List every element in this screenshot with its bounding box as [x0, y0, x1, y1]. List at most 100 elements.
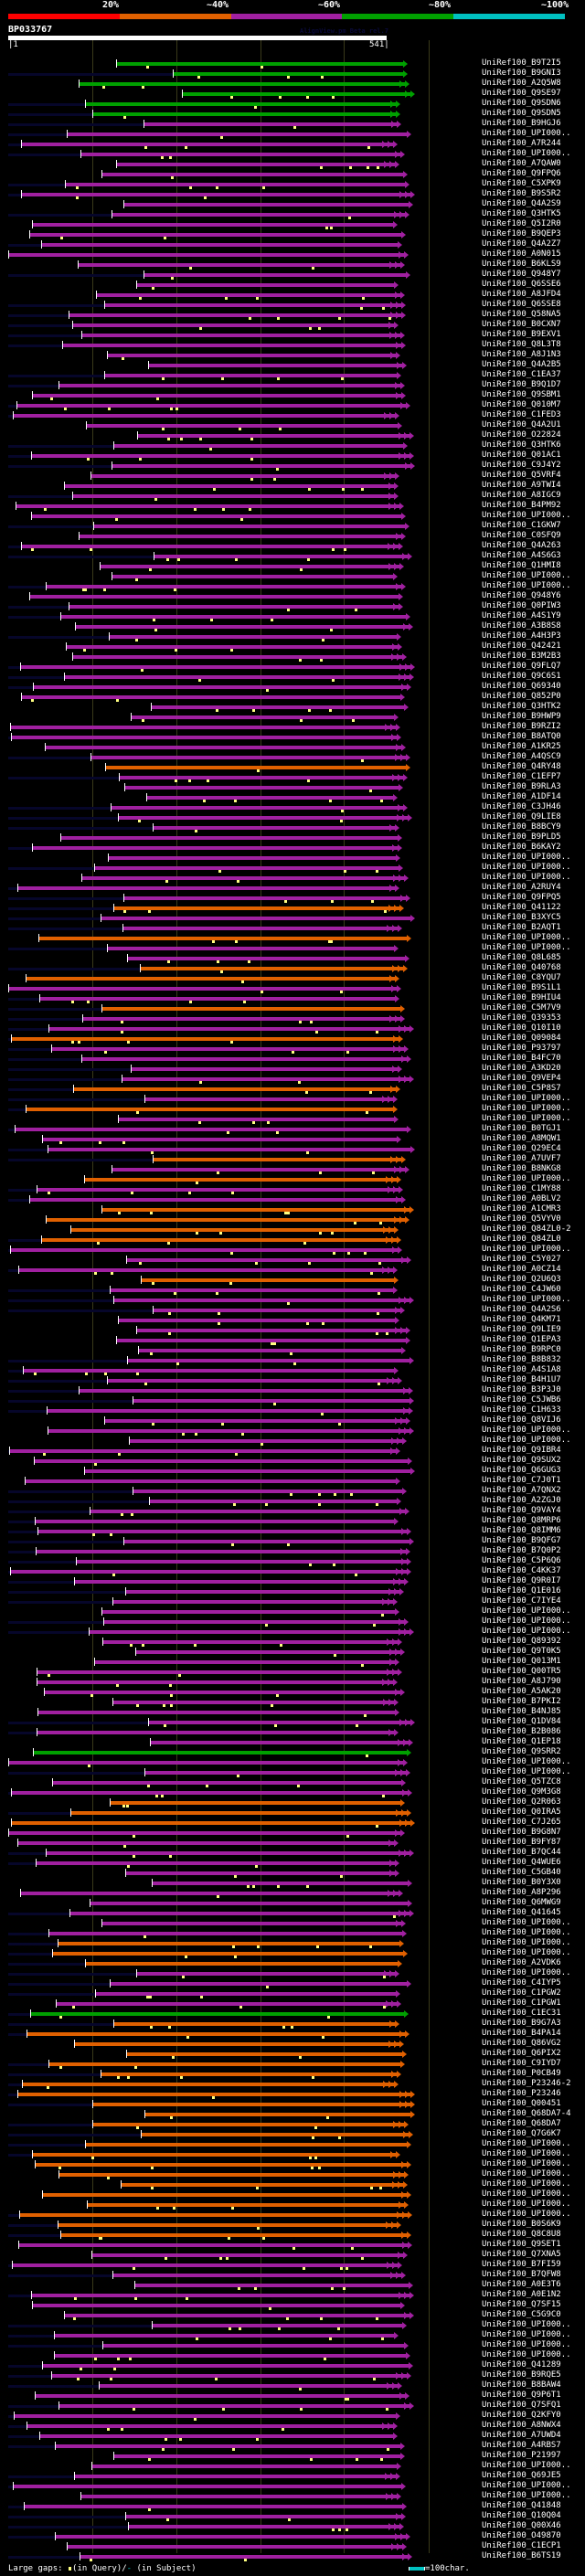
alignment-bar[interactable] — [90, 474, 395, 478]
hit-name-link[interactable]: UniRef100_Q1EPA3 — [482, 1335, 561, 1344]
hit-name-link[interactable]: UniRef100_UPI000.. — [482, 2491, 571, 2500]
hit-name-link[interactable]: UniRef100_UPI000.. — [482, 1757, 571, 1766]
alignment-bar[interactable] — [69, 1912, 410, 1915]
hit-row[interactable]: UniRef100_UPI000.. — [0, 1968, 585, 1979]
hit-name-link[interactable]: UniRef100_Q6PIX2 — [482, 2049, 561, 2058]
alignment-bar[interactable] — [123, 203, 409, 207]
hit-name-link[interactable]: UniRef100_Q5I2R0 — [482, 219, 561, 228]
alignment-bar[interactable] — [85, 1962, 398, 1966]
hit-row[interactable]: UniRef100_UPI000.. — [0, 1627, 585, 1638]
alignment-bar[interactable] — [13, 414, 395, 418]
hit-row[interactable]: UniRef100_UPI000.. — [0, 1928, 585, 1939]
alignment-bar[interactable] — [72, 323, 394, 327]
hit-row[interactable]: UniRef100_Q1EPA3 — [0, 1335, 585, 1346]
hit-name-link[interactable]: UniRef100_B9RLA3 — [482, 782, 561, 791]
hit-name-link[interactable]: UniRef100_A1DF14 — [482, 792, 561, 801]
hit-name-link[interactable]: UniRef100_UPI000.. — [482, 2350, 571, 2359]
hit-name-link[interactable]: UniRef100_Q3HTK2 — [482, 702, 561, 711]
hit-name-link[interactable]: UniRef100_Q1EP18 — [482, 1737, 561, 1746]
hit-name-link[interactable]: UniRef100_UPI000.. — [482, 1295, 571, 1304]
alignment-bar[interactable] — [107, 947, 394, 950]
hit-name-link[interactable]: UniRef100_Q4A2U1 — [482, 420, 561, 429]
hit-name-link[interactable]: UniRef100_UPI000.. — [482, 1948, 571, 1957]
hit-name-link[interactable]: UniRef100_A3B8S8 — [482, 621, 561, 631]
alignment-bar[interactable] — [69, 313, 401, 317]
hit-name-link[interactable]: UniRef100_A2VDK6 — [482, 1958, 561, 1967]
hit-row[interactable]: UniRef100_Q4KM71 — [0, 1315, 585, 1326]
hit-name-link[interactable]: UniRef100_Q9SDN5 — [482, 109, 561, 118]
alignment-bar[interactable] — [125, 1590, 399, 1594]
hit-row[interactable]: UniRef100_B8B832 — [0, 1355, 585, 1366]
hit-name-link[interactable]: UniRef100_Q41289 — [482, 2360, 561, 2369]
hit-row[interactable]: UniRef100_UPI000.. — [0, 943, 585, 954]
alignment-bar[interactable] — [104, 1419, 406, 1423]
hit-row[interactable]: UniRef100_Q8IMM6 — [0, 1526, 585, 1537]
alignment-bar[interactable] — [24, 2505, 402, 2508]
alignment-bar[interactable] — [118, 816, 408, 820]
hit-row[interactable]: UniRef100_B4NJ85 — [0, 1707, 585, 1718]
hit-row[interactable]: UniRef100_C4IYP5 — [0, 1978, 585, 1989]
hit-row[interactable]: UniRef100_A3B8S8 — [0, 621, 585, 632]
hit-row[interactable]: UniRef100_UPI000.. — [0, 1606, 585, 1617]
hit-row[interactable]: UniRef100_UPI000.. — [0, 2350, 585, 2361]
hit-row[interactable]: UniRef100_Q4A2S6 — [0, 1305, 585, 1316]
hit-row[interactable]: UniRef100_C4KK37 — [0, 1566, 585, 1577]
alignment-bar[interactable] — [84, 1178, 397, 1182]
hit-row[interactable]: UniRef100_UPI000.. — [0, 1436, 585, 1447]
hit-row[interactable]: UniRef100_C5G9C0 — [0, 2310, 585, 2321]
hit-name-link[interactable]: UniRef100_B8ATQ0 — [482, 732, 561, 741]
alignment-bar[interactable] — [81, 334, 400, 337]
alignment-bar[interactable] — [29, 595, 399, 599]
alignment-bar[interactable] — [131, 1067, 398, 1071]
hit-row[interactable]: UniRef100_C5M7V9 — [0, 1003, 585, 1014]
hit-name-link[interactable]: UniRef100_A4S1Y9 — [482, 611, 561, 620]
hit-name-link[interactable]: UniRef100_Q69JE5 — [482, 2471, 561, 2480]
hit-name-link[interactable]: UniRef100_C5M7V9 — [482, 1003, 561, 1012]
hit-name-link[interactable]: UniRef100_A0E1N2 — [482, 2290, 561, 2299]
alignment-bar[interactable] — [16, 504, 399, 508]
alignment-bar[interactable] — [60, 615, 406, 619]
hit-row[interactable]: UniRef100_B6KLS9 — [0, 260, 585, 270]
alignment-bar[interactable] — [10, 1248, 398, 1252]
alignment-bar[interactable] — [37, 1680, 393, 1684]
hit-name-link[interactable]: UniRef100_UPI000.. — [482, 149, 571, 158]
hit-row[interactable]: UniRef100_UPI000.. — [0, 2491, 585, 2502]
hit-row[interactable]: UniRef100_B9GNI3 — [0, 69, 585, 80]
hit-name-link[interactable]: UniRef100_A3KD20 — [482, 1064, 561, 1073]
hit-row[interactable]: UniRef100_Q89392 — [0, 1637, 585, 1648]
hit-name-link[interactable]: UniRef100_UPI000.. — [482, 571, 571, 580]
hit-row[interactable]: UniRef100_P0CB49 — [0, 2069, 585, 2080]
hit-name-link[interactable]: UniRef100_O49870 — [482, 2531, 561, 2540]
alignment-bar[interactable] — [125, 1871, 395, 1875]
hit-row[interactable]: UniRef100_UPI000.. — [0, 129, 585, 140]
alignment-bar[interactable] — [25, 1479, 396, 1483]
alignment-bar[interactable] — [112, 1168, 405, 1171]
hit-name-link[interactable]: UniRef100_C5Y027 — [482, 1255, 561, 1264]
alignment-bar[interactable] — [85, 102, 396, 106]
alignment-bar[interactable] — [75, 625, 409, 629]
hit-name-link[interactable]: UniRef100_A8JFD4 — [482, 290, 561, 299]
hit-name-link[interactable]: UniRef100_Q5TZC8 — [482, 1777, 561, 1786]
alignment-bar[interactable] — [30, 2012, 404, 2016]
hit-row[interactable]: UniRef100_C1EFP7 — [0, 772, 585, 783]
hit-row[interactable]: UniRef100_UPI000.. — [0, 2179, 585, 2190]
alignment-bar[interactable] — [124, 786, 399, 790]
hit-name-link[interactable]: UniRef100_A8IGC9 — [482, 491, 561, 500]
hit-row[interactable]: UniRef100_C5JWB6 — [0, 1395, 585, 1406]
hit-row[interactable]: UniRef100_Q39353 — [0, 1013, 585, 1024]
hit-row[interactable]: UniRef100_Q2R063 — [0, 1797, 585, 1808]
hit-name-link[interactable]: UniRef100_Q4A2Z7 — [482, 239, 561, 249]
alignment-bar[interactable] — [89, 1630, 410, 1634]
hit-row[interactable]: UniRef100_Q42421 — [0, 641, 585, 652]
alignment-bar[interactable] — [128, 2525, 399, 2528]
hit-row[interactable]: UniRef100_Q8L3T8 — [0, 340, 585, 351]
hit-row[interactable]: UniRef100_C7IYE4 — [0, 1596, 585, 1607]
hit-row[interactable]: UniRef100_UPI000.. — [0, 2340, 585, 2351]
alignment-bar[interactable] — [116, 62, 403, 66]
hit-name-link[interactable]: UniRef100_B7Q0P2 — [482, 1546, 561, 1555]
alignment-bar[interactable] — [112, 1600, 393, 1604]
hit-row[interactable]: UniRef100_Q10I10 — [0, 1023, 585, 1034]
hit-row[interactable]: UniRef100_C1EC31 — [0, 2009, 585, 2019]
alignment-bar[interactable] — [101, 2072, 397, 2076]
hit-row[interactable]: UniRef100_UPI000.. — [0, 2169, 585, 2180]
